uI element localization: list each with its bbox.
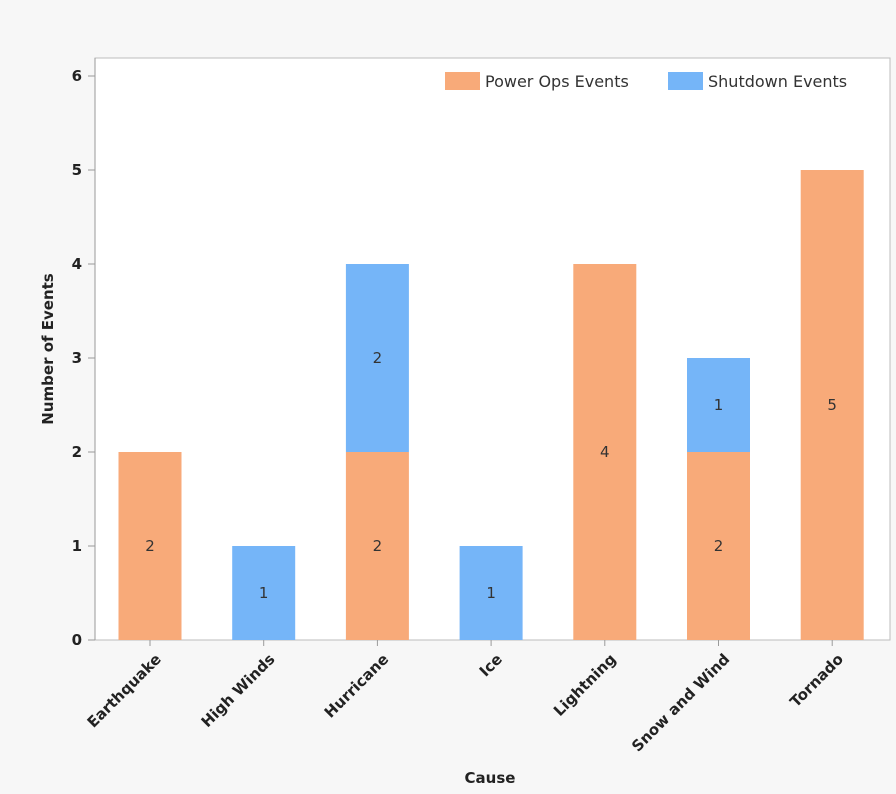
- legend-swatch: [668, 72, 703, 90]
- data-labels-layer: 2 1 2 2 1 4 2 1 5: [145, 349, 837, 602]
- bar-value-label: 2: [714, 537, 724, 555]
- bar-shutdown-events[interactable]: [459, 546, 523, 640]
- bar-value-label: 2: [373, 537, 383, 555]
- bar-value-label: 2: [145, 537, 155, 555]
- bar-power-ops-events[interactable]: [573, 264, 637, 640]
- plot-area: [94, 57, 891, 641]
- bar-value-label: 2: [373, 349, 383, 367]
- bars-layer: [118, 170, 864, 640]
- y-axis-title: Number of Events: [39, 273, 57, 424]
- bar-power-ops-events[interactable]: [687, 452, 750, 640]
- bar-power-ops-events[interactable]: [345, 452, 409, 640]
- x-category-label: High Winds: [198, 650, 279, 731]
- legend-label: Power Ops Events: [485, 72, 629, 91]
- bar-value-label: 1: [714, 396, 724, 414]
- bar-shutdown-events[interactable]: [687, 358, 750, 452]
- bar-value-label: 5: [827, 396, 837, 414]
- bar-shutdown-events[interactable]: [345, 264, 409, 452]
- y-tick-label: 5: [72, 161, 82, 179]
- bar-power-ops-events[interactable]: [118, 452, 182, 640]
- bar-value-label: 1: [486, 584, 496, 602]
- x-category-label: Lightning: [550, 650, 620, 720]
- y-tick-label: 0: [72, 631, 82, 649]
- y-tick-label: 1: [72, 537, 82, 555]
- x-category-label: Earthquake: [84, 650, 165, 731]
- y-axis: 0 1 2 3 4 5 6: [72, 58, 96, 649]
- legend-label: Shutdown Events: [708, 72, 847, 91]
- x-category-label: Tornado: [786, 650, 847, 711]
- x-axis: Earthquake High Winds Hurricane Ice Lightnin…: [84, 640, 847, 755]
- bar-power-ops-events[interactable]: [800, 170, 864, 640]
- x-category-label: Snow and Wind: [628, 650, 733, 755]
- x-category-label: Ice: [476, 650, 506, 680]
- y-tick-label: 6: [72, 67, 82, 85]
- x-axis-title: Cause: [465, 769, 516, 787]
- legend-swatch: [445, 72, 480, 90]
- y-tick-label: 3: [72, 349, 82, 367]
- bar-value-label: 1: [259, 584, 269, 602]
- legend: Power Ops Events Shutdown Events: [445, 72, 847, 91]
- y-tick-label: 4: [72, 255, 82, 273]
- bar-shutdown-events[interactable]: [232, 546, 296, 640]
- x-category-label: Hurricane: [321, 650, 392, 721]
- bar-value-label: 4: [600, 443, 610, 461]
- y-tick-label: 2: [72, 443, 82, 461]
